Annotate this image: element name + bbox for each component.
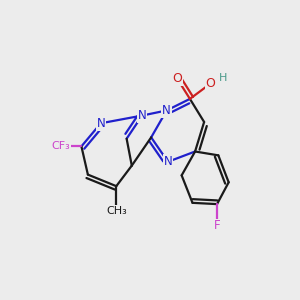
Text: O: O xyxy=(206,77,215,90)
Text: N: N xyxy=(164,155,172,168)
Text: N: N xyxy=(162,104,171,117)
Text: H: H xyxy=(219,73,228,83)
Text: CH₃: CH₃ xyxy=(106,206,127,215)
Text: F: F xyxy=(214,219,220,232)
Text: CF₃: CF₃ xyxy=(51,141,70,152)
Text: N: N xyxy=(96,117,105,130)
Text: N: N xyxy=(138,109,146,122)
Text: O: O xyxy=(172,72,182,85)
